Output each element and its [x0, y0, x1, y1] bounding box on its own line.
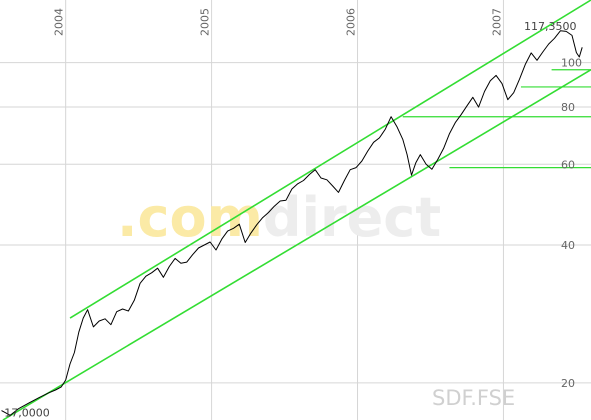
x-tick-labels: 2004 2005 2006 2007 — [53, 8, 504, 36]
watermark: .comdirect — [117, 186, 441, 249]
x-tick-label: 2004 — [53, 8, 66, 36]
annotation-label: 117,3500 — [524, 20, 577, 33]
y-tick-label: 100 — [561, 57, 582, 70]
y-tick-label: 20 — [561, 377, 575, 390]
price-series — [1, 30, 583, 416]
y-tick-label: 80 — [561, 101, 575, 114]
watermark-main: direct — [263, 186, 441, 249]
y-tick-label: 40 — [561, 239, 575, 252]
trend-line-lower — [2, 69, 591, 420]
price-line — [1, 30, 583, 416]
ticker-label: SDF.FSE — [432, 386, 515, 410]
annotations: 117,3500 17,0000 — [4, 20, 576, 419]
x-tick-label: 2005 — [199, 8, 212, 36]
x-tick-label: 2006 — [345, 8, 358, 36]
annotation-label: 17,0000 — [4, 406, 50, 419]
x-tick-label: 2007 — [490, 8, 503, 36]
svg-text:.comdirect: .comdirect — [117, 186, 441, 249]
y-tick-labels: 20 40 60 80 100 — [561, 57, 582, 390]
horizontal-levels — [402, 69, 591, 169]
watermark-accent: .com — [117, 186, 263, 249]
y-tick-label: 60 — [561, 158, 575, 171]
trend-line-upper — [69, 0, 591, 319]
